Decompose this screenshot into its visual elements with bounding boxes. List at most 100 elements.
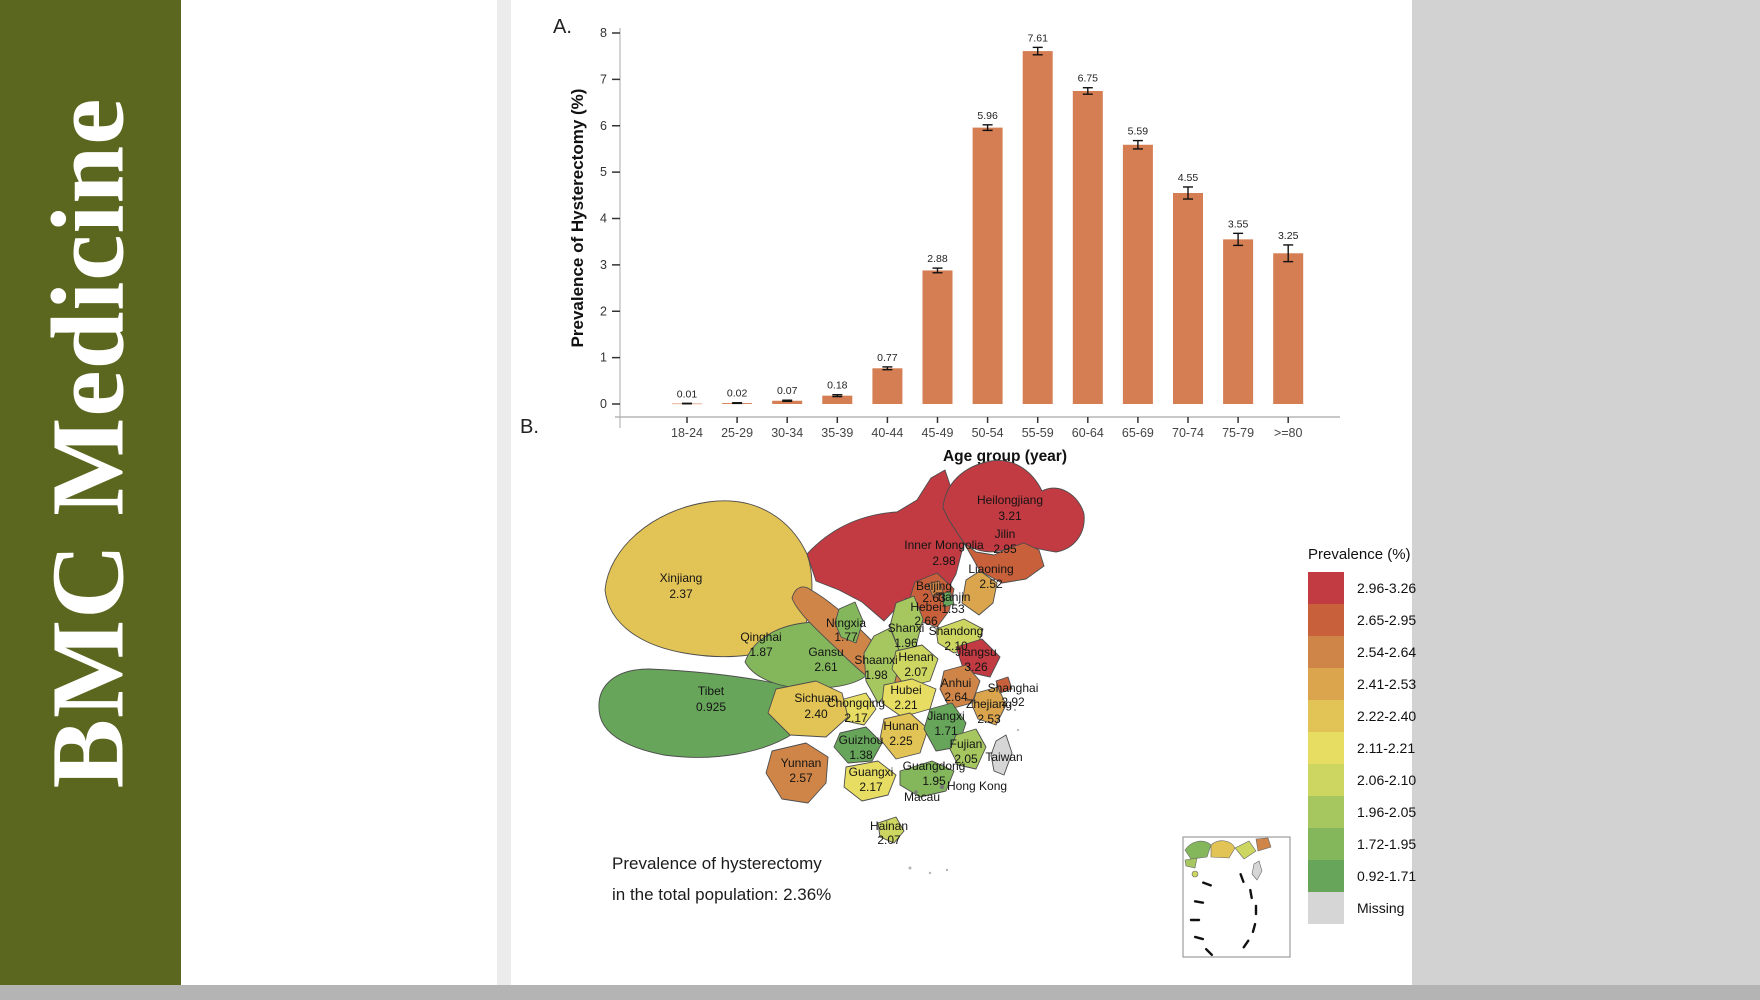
province-value-shanxi: 1.96 [894, 636, 918, 650]
province-sichuan [767, 680, 849, 738]
bar-value-label: 0.01 [677, 388, 698, 400]
legend-range-label: 2.41-2.53 [1357, 676, 1417, 692]
legend-swatch [1308, 572, 1344, 604]
x-tick-label: >=80 [1274, 426, 1303, 440]
legend-swatch [1308, 668, 1344, 700]
province-name-guizhou: Guizhou [839, 733, 884, 747]
legend-range-label: 2.65-2.95 [1357, 612, 1417, 628]
province-value-anhui: 2.64 [944, 690, 968, 704]
province-tianjin [941, 590, 955, 608]
province-name-xinjiang: Xinjiang [660, 571, 703, 585]
province-value-guangdong: 1.95 [922, 774, 946, 788]
bar [772, 400, 803, 404]
province-name-liaoning: Liaoning [968, 562, 1013, 576]
legend-swatch [1308, 828, 1344, 860]
province-name-hainan: Hainan [870, 819, 908, 833]
province-name-zhejiang: Zhejiang [966, 697, 1012, 711]
inset-mini-region [1184, 840, 1212, 860]
province-value-qinghai: 1.87 [749, 645, 773, 659]
province-value-jilin: 2.95 [993, 542, 1017, 556]
figure-left-edge [497, 0, 511, 988]
legend-row: 2.41-2.53 [1308, 668, 1478, 700]
hong-kong-dot [939, 784, 945, 790]
x-tick-label: 65-69 [1122, 426, 1154, 440]
inset-hainan [1191, 870, 1199, 878]
province-henan [891, 644, 939, 688]
province-value-ningxia: 1.77 [834, 630, 858, 644]
province-value-yunnan: 2.57 [789, 771, 813, 785]
province-name-beijing: Beijing [916, 579, 952, 593]
territory-name-hong-kong: Hong Kong [947, 779, 1007, 793]
province-value-hainan: 2.07 [877, 833, 901, 847]
province-value-sichuan: 2.40 [804, 707, 828, 721]
bottom-strip [0, 985, 1760, 1000]
macau-dot [914, 790, 918, 794]
x-tick-label: 55-59 [1022, 426, 1054, 440]
bar-value-label: 3.55 [1228, 218, 1249, 230]
inset-mini-region [1210, 840, 1236, 859]
province-name-yunnan: Yunnan [781, 756, 822, 770]
legend-swatch [1308, 764, 1344, 796]
y-tick-label: 3 [600, 258, 607, 272]
province-value-beijing: 2.63 [922, 591, 946, 605]
province-value-hunan: 2.25 [889, 734, 913, 748]
legend-swatch [1308, 604, 1344, 636]
legend-range-label: 2.11-2.21 [1357, 740, 1416, 756]
legend-swatch [1308, 860, 1344, 892]
bar-value-label: 5.59 [1128, 126, 1149, 138]
province-name-jilin: Jilin [995, 527, 1016, 541]
nine-dash-segment [1204, 947, 1214, 957]
y-tick-label: 4 [600, 212, 607, 226]
bar [872, 368, 903, 404]
province-name-gansu: Gansu [808, 645, 843, 659]
legend-row: 1.72-1.95 [1308, 828, 1478, 860]
bar-value-label: 0.07 [777, 385, 798, 397]
legend-row: 2.06-2.10 [1308, 764, 1478, 796]
island-dot [945, 868, 949, 872]
province-name-taiwan: Taiwan [985, 750, 1022, 764]
bar [1273, 253, 1304, 404]
nine-dash-segment [1239, 873, 1245, 883]
province-value-xinjiang: 2.37 [669, 587, 693, 601]
province-value-guizhou: 1.38 [849, 748, 873, 762]
province-name-fujian: Fujian [950, 737, 983, 751]
province-name-hubei: Hubei [890, 683, 921, 697]
province-value-zhejiang: 2.53 [977, 712, 1001, 726]
province-shanghai [995, 676, 1013, 694]
territory-name-macau: Macau [904, 790, 940, 804]
nine-dash-segment [1249, 888, 1253, 900]
province-name-ningxia: Ningxia [826, 616, 866, 630]
journal-title: BMC Medicine [30, 97, 146, 789]
legend-swatch [1308, 636, 1344, 668]
province-value-jiangsu: 3.26 [964, 660, 988, 674]
china-choropleth-map: Xinjiang 2.37 Tibet 0.925 Inner Mongolia 2.98… [598, 459, 1291, 958]
y-axis-title: Prevalence of Hysterectomy (%) [568, 89, 587, 348]
y-tick-label: 1 [600, 351, 607, 365]
province-value-guangxi: 2.17 [859, 780, 883, 794]
legend-row: 2.11-2.21 [1308, 732, 1478, 764]
bar-value-label: 7.61 [1027, 32, 1048, 44]
legend-rows: 2.96-3.26 2.65-2.95 2.54-2.64 2.41-2.53 2.22… [1308, 572, 1478, 924]
island-dot [908, 866, 912, 870]
legend-range-label: Missing [1357, 900, 1405, 916]
x-tick-label: 18-24 [671, 426, 703, 440]
province-ningxia [834, 601, 864, 644]
y-tick-label: 2 [600, 304, 607, 318]
nine-dash-segment [1193, 900, 1205, 904]
province-name-anhui: Anhui [941, 676, 972, 690]
x-tick-label: 60-64 [1072, 426, 1104, 440]
x-tick-label: 35-39 [821, 426, 853, 440]
panel-b-label: B. [520, 416, 539, 438]
legend-row: 2.65-2.95 [1308, 604, 1478, 636]
province-name-jiangsu: Jiangsu [955, 645, 996, 659]
inset-mini-region [1184, 857, 1198, 869]
legend-swatch [1308, 796, 1344, 828]
nine-dash-segment [1242, 939, 1250, 949]
bar-value-label: 0.77 [877, 352, 898, 364]
bar [822, 395, 853, 404]
y-tick-label: 8 [600, 26, 607, 40]
map-caption-line2: in the total population: 2.36% [612, 885, 832, 904]
nine-dash-segment [1193, 935, 1205, 941]
legend-title: Prevalence (%) [1308, 546, 1411, 563]
